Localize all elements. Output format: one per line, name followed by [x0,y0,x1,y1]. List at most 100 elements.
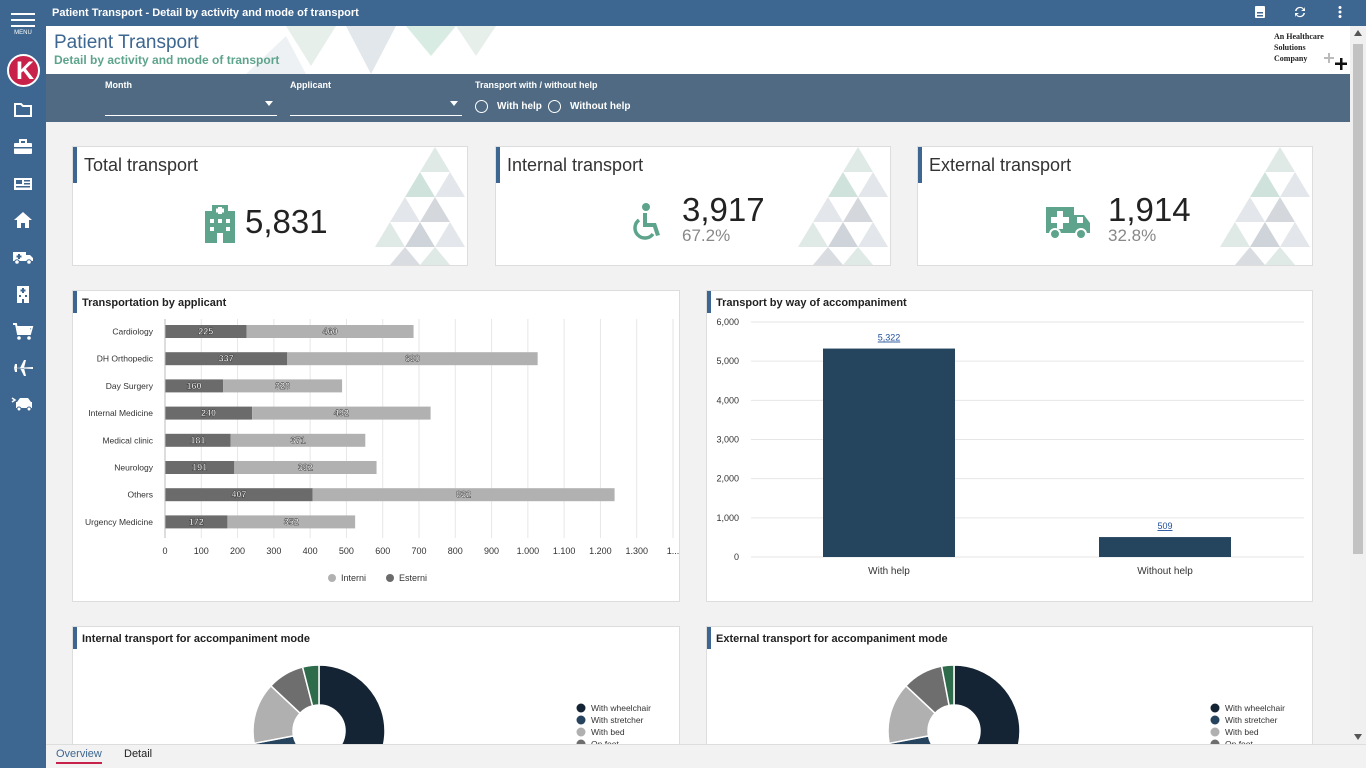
main-content: Patient Transport Detail by activity and… [46,26,1350,744]
x-tick-label: 400 [303,546,318,556]
app-logo[interactable]: K [7,54,40,87]
kpi-title: Total transport [84,155,199,175]
x-tick-label: 700 [411,546,426,556]
legend-label: With stretcher [1225,715,1278,725]
bar-segment [165,461,235,474]
hospital-icon[interactable] [11,284,35,304]
legend-marker [1210,739,1220,744]
panel-applicant-chart: Transportation by applicant 0 100 200 300 40… [72,290,680,602]
window-title: Patient Transport - Detail by activity a… [52,7,359,19]
y-tick-label: 5,000 [716,356,739,366]
kpi-percent: 32.8% [1108,226,1157,245]
filter-bar: Month Applicant Transport with / without… [46,74,1350,122]
month-label: Month [105,80,132,90]
bar-segment [165,433,231,447]
document-icon[interactable] [1252,5,1268,21]
panel-external-mode: External transport for accompaniment mod… [706,626,1313,744]
page-title: Patient Transport [54,32,199,53]
without-help-label[interactable]: Without help [570,101,631,112]
refresh-icon[interactable] [1292,5,1308,21]
data-label: 172 [189,517,204,527]
y-tick-label: 2,000 [716,474,739,484]
scrollbar-thumb[interactable] [1353,44,1363,554]
page-header: Patient Transport Detail by activity and… [46,26,1350,74]
title-bar: Patient Transport - Detail by activity a… [0,0,1366,26]
chevron-down-icon [450,101,458,106]
with-help-label[interactable]: With help [497,101,542,112]
donut-slice [301,664,320,707]
legend-label: With wheelchair [591,703,651,713]
y-tick-label: 0 [734,552,739,562]
y-tick-label: 3,000 [716,435,739,445]
panel-internal-mode: Internal transport for accompaniment mod… [72,626,680,744]
plane-icon[interactable] [11,358,35,378]
news-icon[interactable] [11,174,35,194]
tab-detail[interactable]: Detail [124,748,153,760]
data-label: 352 [284,517,299,527]
x-tick-label: 200 [230,546,245,556]
category-label: Urgency Medicine [85,517,153,527]
legend-label: Interni [341,573,366,583]
with-help-radio[interactable] [475,100,488,113]
decorative-triangles [1220,147,1310,265]
hospital-icon [205,205,235,243]
ambulance-icon[interactable] [11,247,35,267]
month-select[interactable] [105,96,277,116]
legend-label: With wheelchair [1225,703,1285,713]
bar-segment [230,433,366,447]
data-label: 225 [198,327,213,337]
legend-label: On foot [1225,739,1254,744]
legend-marker [576,703,586,713]
data-label: 240 [201,408,216,418]
home-icon[interactable] [11,210,35,230]
accompaniment-bar-chart: 0 1,000 2,000 3,000 4,000 5,000 6,000 5,322 With… [716,317,1304,577]
applicant-bar-chart: 0 100 200 300 400 500 600 700 800 900 1.000 1.100 1.… [85,319,679,583]
panel-accompaniment-chart: Transport by way of accompaniment 0 1,000… [706,290,1313,602]
category-label: Neurology [114,463,153,473]
data-label: 371 [290,435,305,445]
category-label: Others [127,490,153,500]
bar-segment [234,461,377,474]
data-label: 181 [190,435,205,445]
data-label: 492 [334,408,349,418]
y-tick-label: 1,000 [716,513,739,523]
tab-overview[interactable]: Overview [56,748,102,764]
x-tick-label: 300 [266,546,281,556]
kpi-percent: 67.2% [682,226,731,245]
more-vertical-icon[interactable] [1332,5,1348,21]
without-help-radio[interactable] [548,100,561,113]
help-filter-label: Transport with / without help [475,80,598,90]
legend-label: With stretcher [591,715,644,725]
page-subtitle: Detail by activity and mode of transport [54,53,280,67]
legend-marker [328,574,336,582]
data-label: 407 [231,490,246,500]
decorative-triangles [375,147,465,265]
panel-title: External transport for accompaniment mod… [716,633,948,645]
x-tick-label: 100 [194,546,209,556]
bar-segment [227,515,356,529]
menu-button[interactable]: MENU [11,13,35,36]
category-label: Internal Medicine [88,408,153,418]
applicant-select[interactable] [290,96,462,116]
y-tick-label: 6,000 [716,317,739,327]
menu-label: MENU [14,30,32,36]
donut-slice [953,664,1021,744]
legend-marker [1210,727,1220,737]
scroll-up-icon[interactable] [1354,30,1362,36]
data-label: 160 [187,381,202,391]
data-label: 328 [275,381,290,391]
folder-icon[interactable] [11,100,35,120]
vertical-scrollbar[interactable] [1350,26,1366,744]
x-tick-label: 500 [339,546,354,556]
chevron-down-icon [265,101,273,106]
kpi-total-transport: Total transport 5,831 [72,146,468,266]
kpi-title: Internal transport [507,155,644,175]
x-tick-label: 900 [484,546,499,556]
briefcase-icon[interactable] [11,137,35,157]
scroll-down-icon[interactable] [1354,734,1362,740]
panel-title: Transportation by applicant [82,297,227,309]
cart-icon[interactable] [11,321,35,341]
external-mode-donut: With wheelchair With stretcher With bed On … [887,664,1285,744]
car-crash-icon[interactable] [11,394,35,414]
x-tick-label: 1.200 [589,546,612,556]
